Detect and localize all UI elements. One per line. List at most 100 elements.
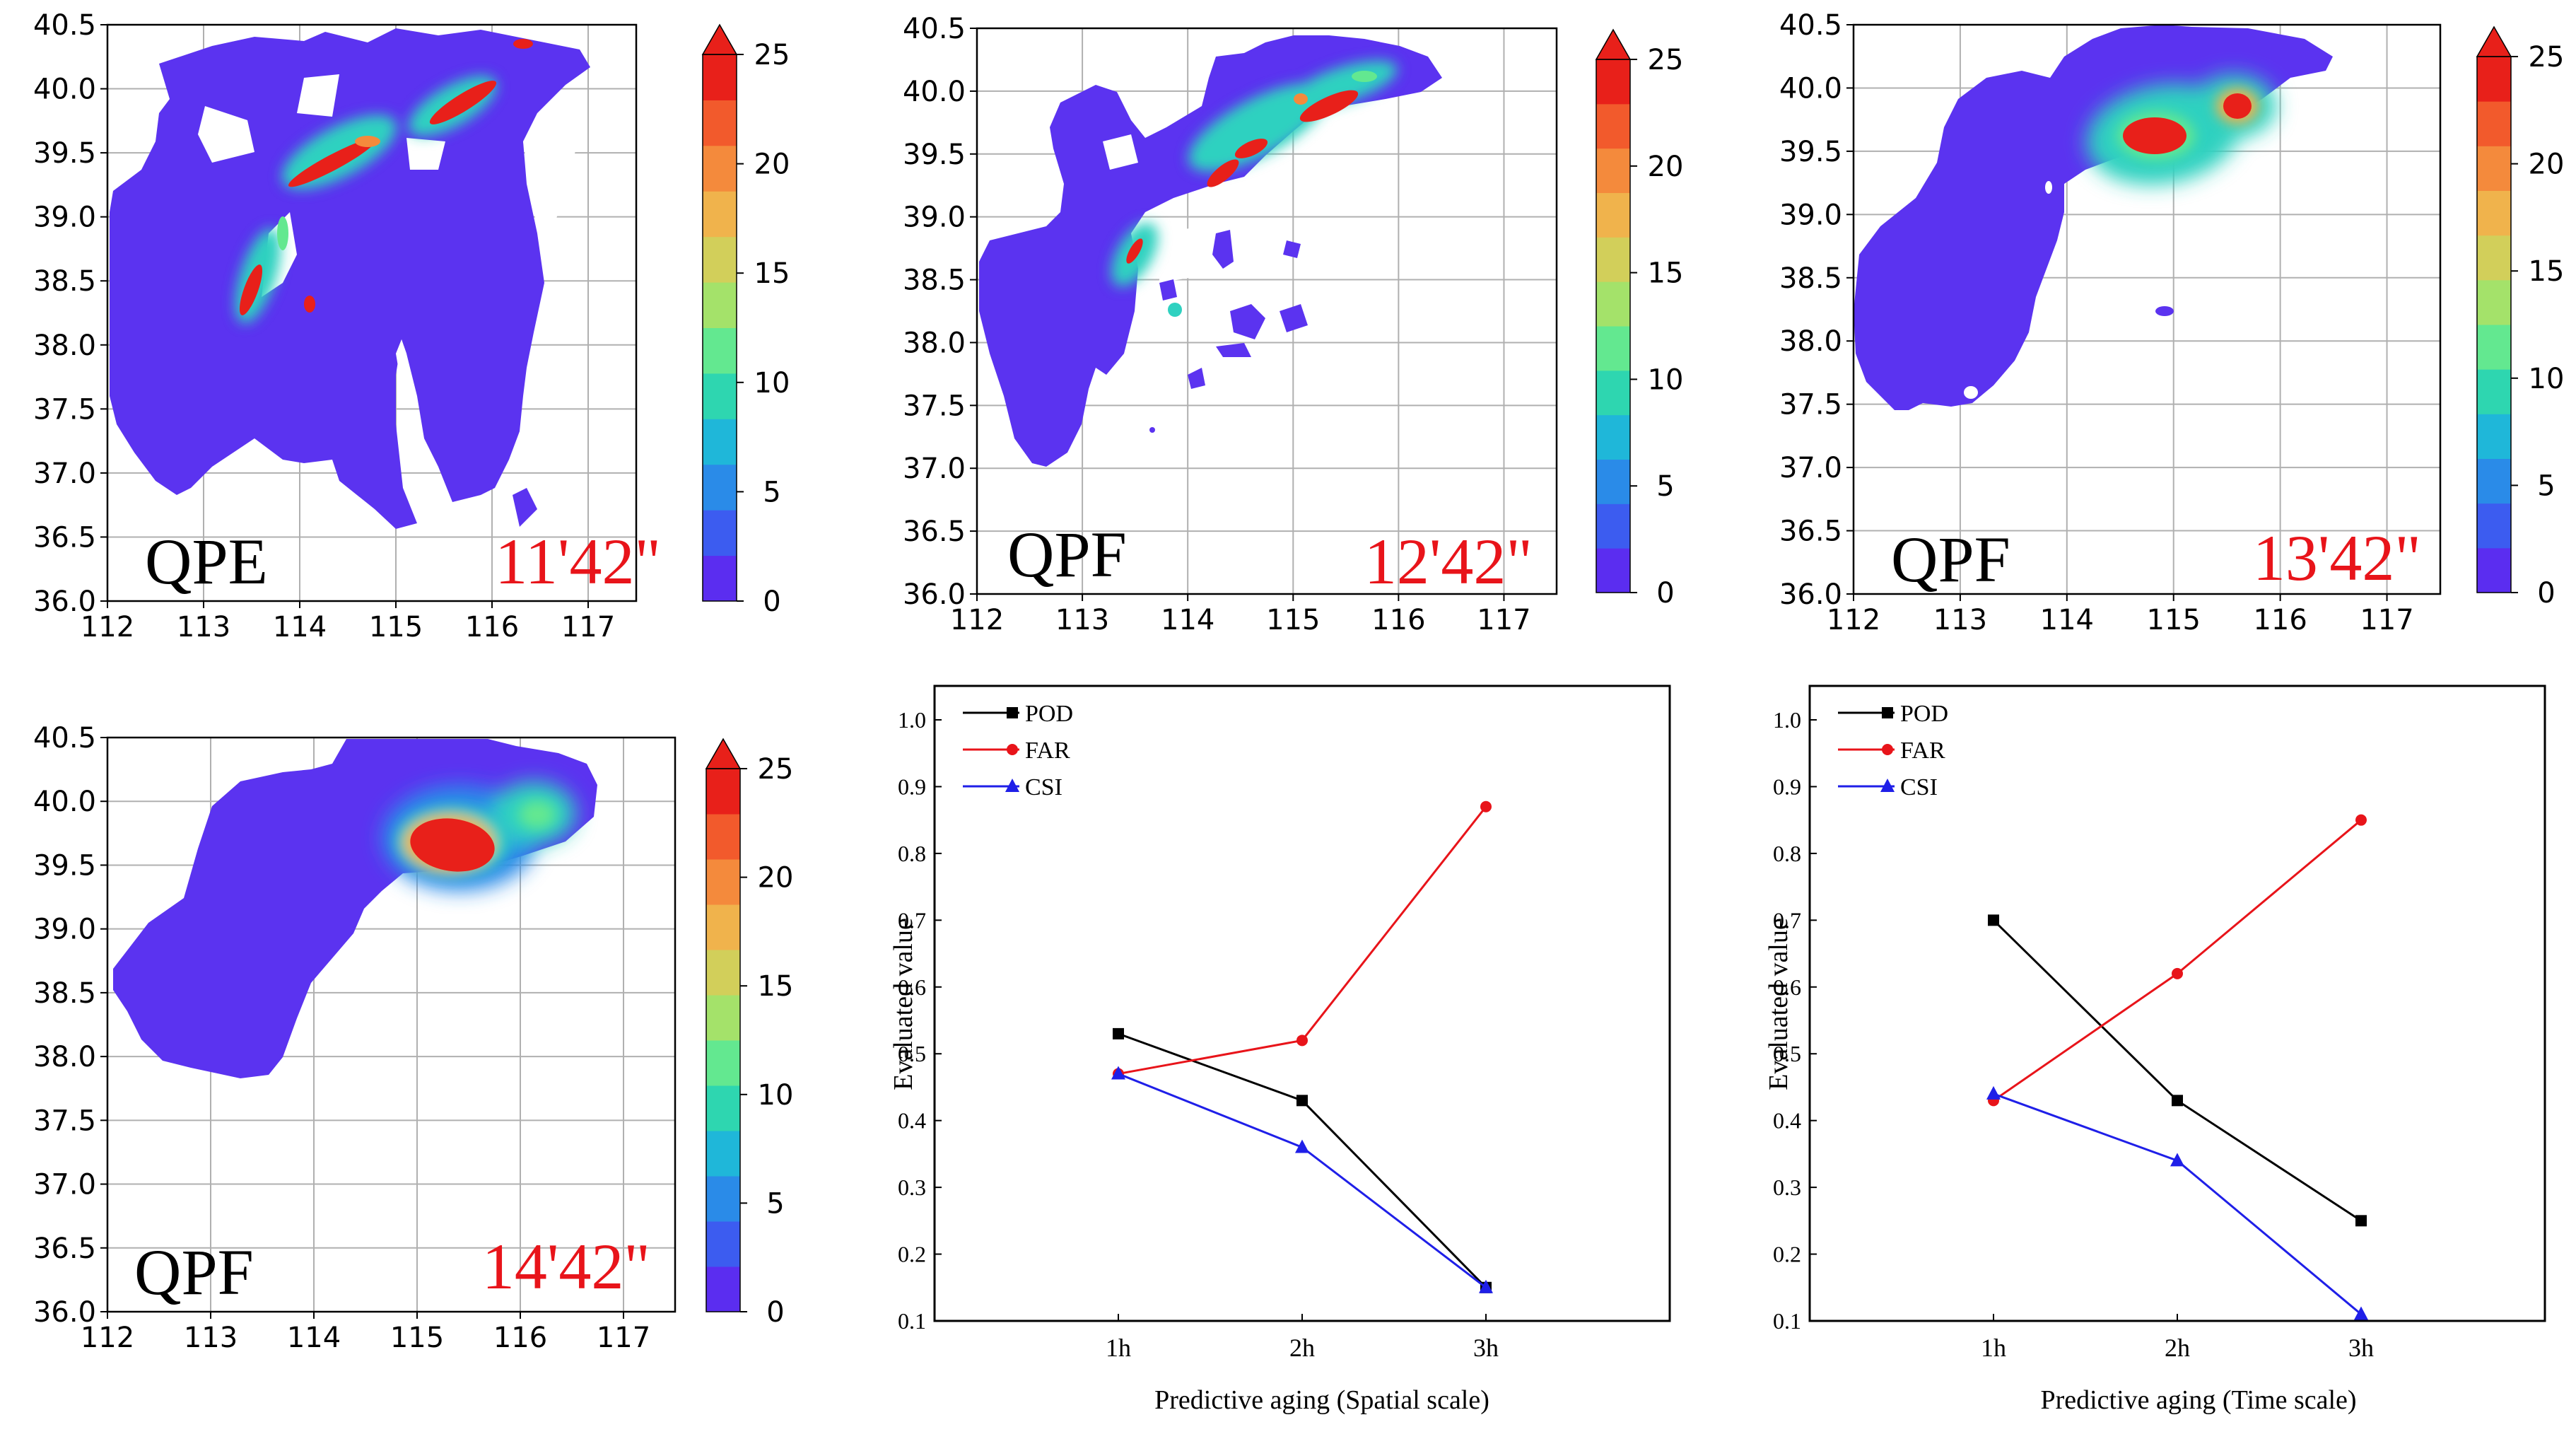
map-y-tick-label: 38.5 (1779, 262, 1842, 295)
map-y-tick-label: 37.5 (33, 393, 96, 426)
map-x-tick-label: 113 (184, 1322, 238, 1354)
legend-marker-csi (1880, 779, 1895, 792)
line-chart-y-tick-label: 0.3 (1773, 1175, 1801, 1200)
data-point-csi (2354, 1306, 2368, 1320)
colorbar-tick-label: 5 (2537, 470, 2555, 502)
legend-label-far: FAR (1900, 738, 1945, 764)
map-y-tick-label: 37.5 (33, 1105, 96, 1137)
line-chart-y-tick-label: 0.1 (898, 1308, 926, 1334)
map-y-tick-label: 38.0 (33, 1041, 96, 1073)
map-1-axis-ticks: 112 113 114 115 116 117 40.5 40.0 39.5 39.0 38.5 38… (33, 9, 615, 643)
map-x-tick-label: 112 (950, 604, 1004, 636)
series-line-far (1993, 819, 2362, 1102)
colorbar-band (703, 100, 737, 146)
colorbar-band (1596, 326, 1630, 371)
map-3-axis-ticks: 112 113 114 115 116 117 40.5 40.0 39.5 39.0 38.5 38… (1779, 9, 2414, 636)
data-point-csi (1295, 1139, 1309, 1153)
map-y-tick-label: 40.5 (1779, 9, 1842, 42)
colorbar-band (1596, 503, 1630, 549)
line-chart-x-tick-label: 3h (1473, 1334, 1499, 1362)
colorbar-band (703, 327, 737, 374)
map-x-tick-label: 114 (1161, 604, 1214, 636)
data-point-csi (2170, 1153, 2184, 1167)
line-chart-y-tick-label: 0.2 (1773, 1242, 1801, 1267)
colorbar-band (2477, 503, 2511, 549)
map-x-tick-label: 116 (2253, 604, 2307, 636)
colorbar-band (706, 769, 740, 815)
line-chart-y-tick-label: 0.4 (898, 1108, 926, 1134)
line-chart-spatial-xlabel: Predictive aging (Spatial scale) (1154, 1385, 1489, 1415)
line-chart-x-tick-label: 2h (1289, 1334, 1315, 1362)
map-4-frame (106, 736, 677, 1313)
map-y-tick-label: 36.0 (33, 585, 96, 618)
legend-marker-far (1882, 744, 1893, 755)
map-panel-3: 112 113 114 115 116 117 40.5 40.0 39.5 39.0 38.5 38… (1779, 9, 2565, 636)
colorbar-band (706, 1131, 740, 1177)
map-x-tick-label: 112 (81, 611, 134, 643)
map-4-time-label: 14'42" (482, 1230, 650, 1303)
colorbar-band (706, 995, 740, 1041)
map-y-tick-label: 39.0 (33, 202, 96, 234)
colorbar-1: 0 5 10 15 20 25 (701, 23, 790, 618)
colorbar-tick-label: 20 (1648, 151, 1684, 183)
colorbar-tick-label: 15 (754, 257, 790, 290)
map-3-frame (1852, 23, 2442, 595)
map-x-tick-label: 113 (1055, 604, 1109, 636)
colorbar-band (1596, 414, 1630, 460)
colorbar-band (703, 236, 737, 283)
data-point-far (1296, 1035, 1308, 1047)
colorbar-band (1596, 103, 1630, 149)
colorbar-tick-label: 20 (2529, 148, 2565, 181)
colorbar-band (703, 191, 737, 238)
map-x-tick-label: 113 (1933, 604, 1987, 636)
colorbar-tick-label: 5 (763, 476, 780, 508)
colorbar-tick-label: 15 (2529, 255, 2565, 288)
colorbar-tick-label: 20 (754, 148, 790, 181)
map-y-tick-label: 38.5 (33, 265, 96, 298)
legend-label-csi: CSI (1900, 774, 1938, 800)
map-panel-2: 112 113 114 115 116 117 40.5 40.0 39.5 39.0 38.5 38… (903, 13, 1684, 636)
map-1-time-label: 11'42" (495, 525, 661, 598)
map-x-tick-label: 116 (465, 611, 519, 643)
map-y-tick-label: 37.0 (33, 458, 96, 490)
line-chart-y-tick-label: 0.6 (1773, 974, 1801, 1000)
map-1-frame (106, 23, 638, 602)
colorbar-band (706, 1266, 740, 1312)
colorbar-outline (702, 54, 737, 602)
line-chart-y-tick-label: 0.5 (898, 1041, 926, 1066)
map-y-tick-label: 39.5 (33, 849, 96, 882)
legend-marker-far (1007, 744, 1018, 755)
colorbar-band (1596, 59, 1630, 105)
line-chart-y-tick-label: 0.7 (1773, 907, 1801, 933)
map-y-tick-label: 40.5 (903, 13, 966, 45)
line-chart-y-tick-label: 0.8 (898, 841, 926, 866)
colorbar-band (2477, 458, 2511, 504)
colorbar-band (703, 54, 737, 100)
line-chart-y-tick-label: 0.9 (898, 774, 926, 799)
data-point-far (2355, 814, 2367, 826)
line-chart-time: 0.1 0.2 0.3 0.4 0.5 0.6 0.7 0.8 0.9 1.0 1h 2h 3h POD… (1764, 684, 2546, 1415)
map-2-precip-layer (979, 35, 1442, 467)
legend-label-far: FAR (1025, 738, 1070, 764)
map-y-tick-label: 38.0 (33, 330, 96, 362)
colorbar-band (2477, 146, 2511, 191)
colorbar-tick-label: 0 (2537, 577, 2555, 610)
data-point-pod (1296, 1095, 1308, 1107)
line-chart-y-tick-label: 0.8 (1773, 841, 1801, 866)
map-y-tick-label: 40.5 (33, 722, 96, 755)
map-x-tick-label: 117 (561, 611, 615, 643)
colorbar-band (2477, 369, 2511, 414)
series-line-csi (1993, 1093, 2362, 1315)
map-y-tick-label: 38.5 (33, 977, 96, 1010)
map-panel-4: 112 113 114 115 116 117 40.5 40.0 39.5 39.0 38.5 38… (33, 722, 794, 1354)
map-x-tick-label: 116 (1371, 604, 1425, 636)
colorbar-extend-arrow (701, 23, 738, 55)
line-chart-y-tick-label: 0.7 (898, 907, 926, 933)
map-y-tick-label: 40.0 (1779, 72, 1842, 105)
map-y-tick-label: 36.0 (1779, 578, 1842, 611)
colorbar-extend-arrow (1595, 28, 1632, 60)
colorbar-band (706, 904, 740, 950)
colorbar-tick-label: 25 (758, 753, 794, 786)
map-y-tick-label: 40.0 (33, 786, 96, 818)
map-y-tick-label: 40.0 (33, 74, 96, 106)
